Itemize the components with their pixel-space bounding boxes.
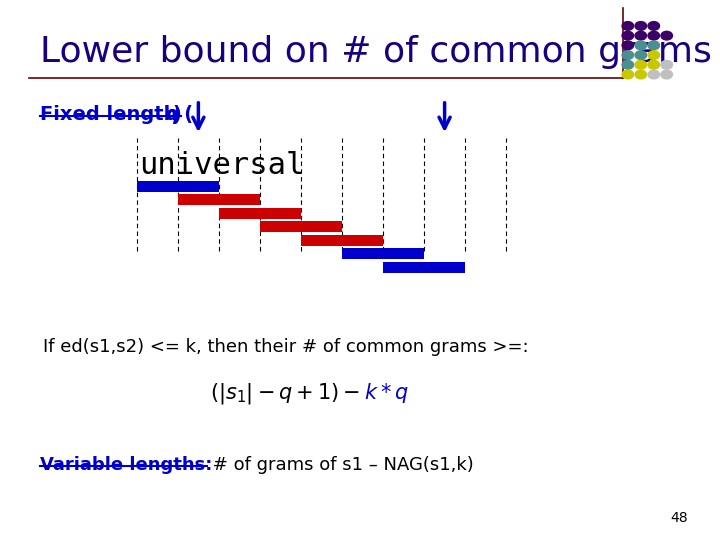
Bar [342,248,424,259]
Text: Lower bound on # of common grams: Lower bound on # of common grams [40,35,711,69]
Circle shape [635,41,647,50]
Circle shape [622,31,634,40]
Circle shape [622,70,634,79]
Text: 48: 48 [670,511,688,525]
Bar [383,262,465,273]
Text: Variable lengths:: Variable lengths: [40,456,212,474]
Bar [137,181,219,192]
Bar [219,208,301,219]
Circle shape [648,70,660,79]
Circle shape [648,22,660,30]
Circle shape [622,51,634,59]
Text: q: q [166,105,179,124]
Circle shape [648,41,660,50]
Circle shape [635,70,647,79]
Bar [260,221,342,232]
Circle shape [635,51,647,59]
Text: # of grams of s1 – NAG(s1,k): # of grams of s1 – NAG(s1,k) [207,456,473,474]
Circle shape [622,22,634,30]
Circle shape [661,31,672,40]
Text: $k*q$: $k*q$ [364,381,409,404]
Circle shape [635,60,647,69]
Bar [301,235,383,246]
Circle shape [648,60,660,69]
Text: $(|s_1|- q + 1) -$: $(|s_1|- q + 1) -$ [210,381,360,406]
Circle shape [648,51,660,59]
Circle shape [635,31,647,40]
Text: ): ) [173,105,181,124]
Bar [178,194,260,205]
Circle shape [635,22,647,30]
Circle shape [661,70,672,79]
Text: universal: universal [139,151,305,180]
Text: If ed(s1,s2) <= k, then their # of common grams >=:: If ed(s1,s2) <= k, then their # of commo… [43,338,528,355]
Circle shape [648,31,660,40]
Circle shape [661,60,672,69]
Circle shape [622,41,634,50]
Text: Fixed length (: Fixed length ( [40,105,193,124]
Circle shape [622,60,634,69]
